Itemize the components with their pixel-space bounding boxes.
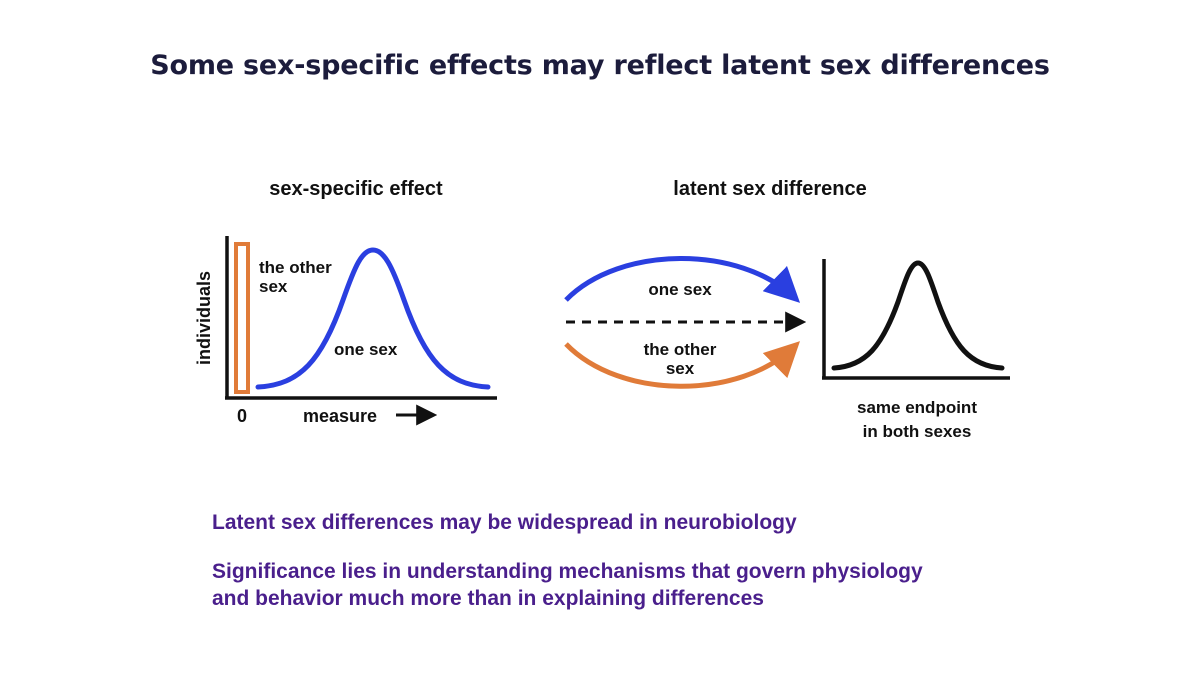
bullet-list: Latent sex differences may be widespread…: [212, 509, 1112, 634]
other-sex-path-arrow: [564, 341, 801, 389]
right-panel-heading: latent sex difference: [673, 178, 866, 200]
same-endpoint-curve: [831, 260, 1005, 371]
endpoint-label-line2: in both sexes: [863, 422, 972, 441]
top-arrow-label: one sex: [648, 280, 712, 299]
other-sex-bar: [234, 242, 250, 394]
bullet-second: Significance lies in understanding mecha…: [212, 558, 1112, 612]
bottom-arrow-label-line1: the other: [644, 340, 717, 359]
slide-title: Some sex-specific effects may reflect la…: [150, 50, 1050, 81]
one-sex-label: one sex: [334, 340, 398, 359]
one-sex-distribution-curve: [255, 247, 491, 390]
endpoint-label-line1: same endpoint: [857, 398, 977, 417]
other-sex-label-line1: the other: [259, 258, 332, 277]
y-axis-label: individuals: [194, 271, 214, 365]
zero-tick-label: 0: [237, 406, 247, 426]
bullet-second-line2: and behavior much more than in explainin…: [212, 587, 764, 610]
left-panel-heading: sex-specific effect: [269, 178, 443, 200]
one-sex-path-arrow: [564, 256, 801, 303]
bullet-first: Latent sex differences may be widespread…: [212, 511, 797, 534]
other-sex-label-line2: sex: [259, 277, 288, 296]
x-axis-label: measure: [303, 406, 377, 426]
bullet-second-line1: Significance lies in understanding mecha…: [212, 560, 923, 583]
bottom-arrow-label-line2: sex: [666, 359, 695, 378]
